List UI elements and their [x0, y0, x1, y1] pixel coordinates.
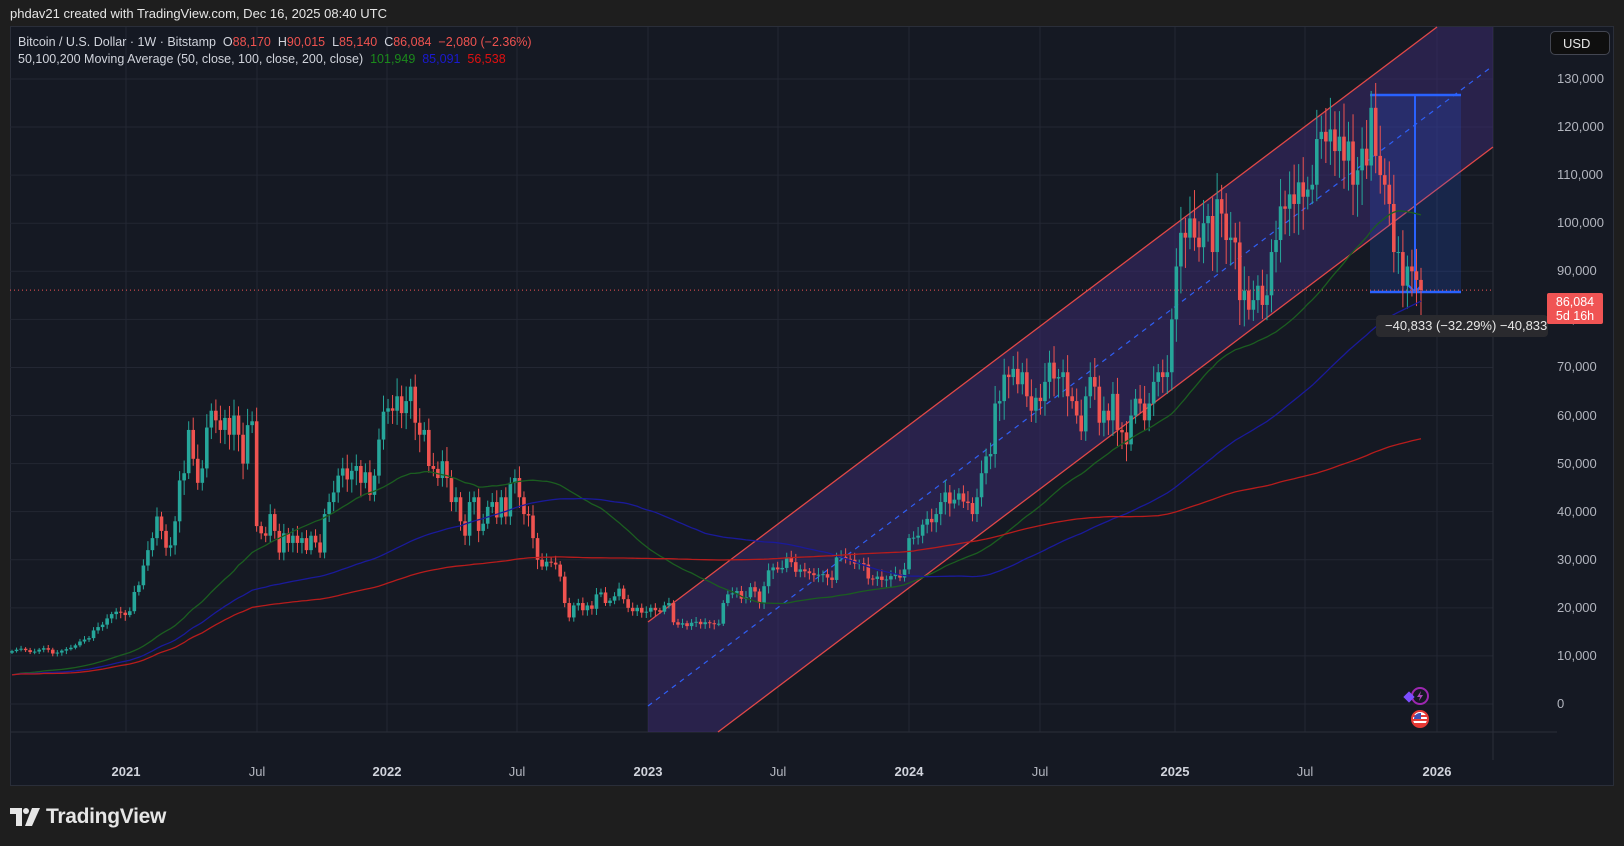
last-price-tag: 86,084 5d 16h: [1547, 293, 1603, 324]
price-axis-label: 90,000: [1557, 263, 1597, 279]
chart-caption: phdav21 created with TradingView.com, De…: [10, 6, 387, 21]
price-axis-label: 10,000: [1557, 647, 1597, 663]
change-value: −2,080 (−2.36%): [438, 35, 532, 49]
symbol-line: Bitcoin / U.S. Dollar · 1W · Bitstamp O8…: [18, 35, 532, 49]
price-axis-label: 60,000: [1557, 407, 1597, 423]
time-axis-label: Jul: [769, 764, 787, 779]
last-price: 86,084: [1555, 295, 1595, 309]
time-axis-label: 2026: [1422, 764, 1452, 779]
ma50-value: 101,949: [370, 52, 416, 66]
time-axis-label: 2023: [633, 764, 663, 779]
low-value: 85,140: [339, 35, 378, 49]
price-axis-label: 70,000: [1557, 359, 1597, 375]
tradingview-logo-icon: [10, 808, 40, 826]
bar-countdown: 5d 16h: [1555, 309, 1595, 323]
open-value: 88,170: [232, 35, 271, 49]
price-axis-label: 0: [1557, 696, 1565, 711]
chart-legend: Bitcoin / U.S. Dollar · 1W · Bitstamp O8…: [18, 34, 532, 68]
price-axis-label: 120,000: [1557, 119, 1604, 135]
ma100-value: 85,091: [422, 52, 461, 66]
price-axis-label: 130,000: [1557, 70, 1604, 86]
ma-line: 50,100,200 Moving Average (50, close, 10…: [18, 51, 532, 68]
ma200-value: 56,538: [467, 52, 506, 66]
price-axis-label: 40,000: [1557, 503, 1597, 519]
logo-text: TradingView: [46, 805, 167, 828]
price-axis-label: 100,000: [1557, 215, 1604, 231]
time-axis-label: 2021: [111, 764, 141, 779]
time-axis-label: 2024: [894, 764, 924, 779]
currency-button[interactable]: USD: [1550, 31, 1610, 55]
tradingview-logo[interactable]: TradingView: [10, 805, 166, 829]
symbol-title[interactable]: Bitcoin / U.S. Dollar · 1W · Bitstamp: [18, 35, 216, 49]
high-value: 90,015: [286, 35, 326, 49]
price-axis-label: 110,000: [1557, 167, 1604, 183]
ma-title[interactable]: 50,100,200 Moving Average (50, close, 10…: [18, 52, 364, 66]
time-axis-label: Jul: [1296, 764, 1314, 779]
time-axis-label: 2022: [372, 764, 402, 779]
close-value: 86,084: [393, 35, 432, 49]
us-flag-event-icon[interactable]: [1411, 710, 1429, 728]
measure-tooltip: −40,833 (−32.29%) −40,833: [1376, 315, 1548, 337]
time-axis-label: Jul: [1031, 764, 1049, 779]
time-axis-label: Jul: [248, 764, 266, 779]
price-axis-label: 20,000: [1557, 599, 1597, 615]
price-axis-label: 30,000: [1557, 551, 1597, 567]
time-axis-label: Jul: [508, 764, 526, 779]
price-axis-label: 50,000: [1557, 455, 1597, 471]
time-axis-label: 2025: [1160, 764, 1190, 779]
